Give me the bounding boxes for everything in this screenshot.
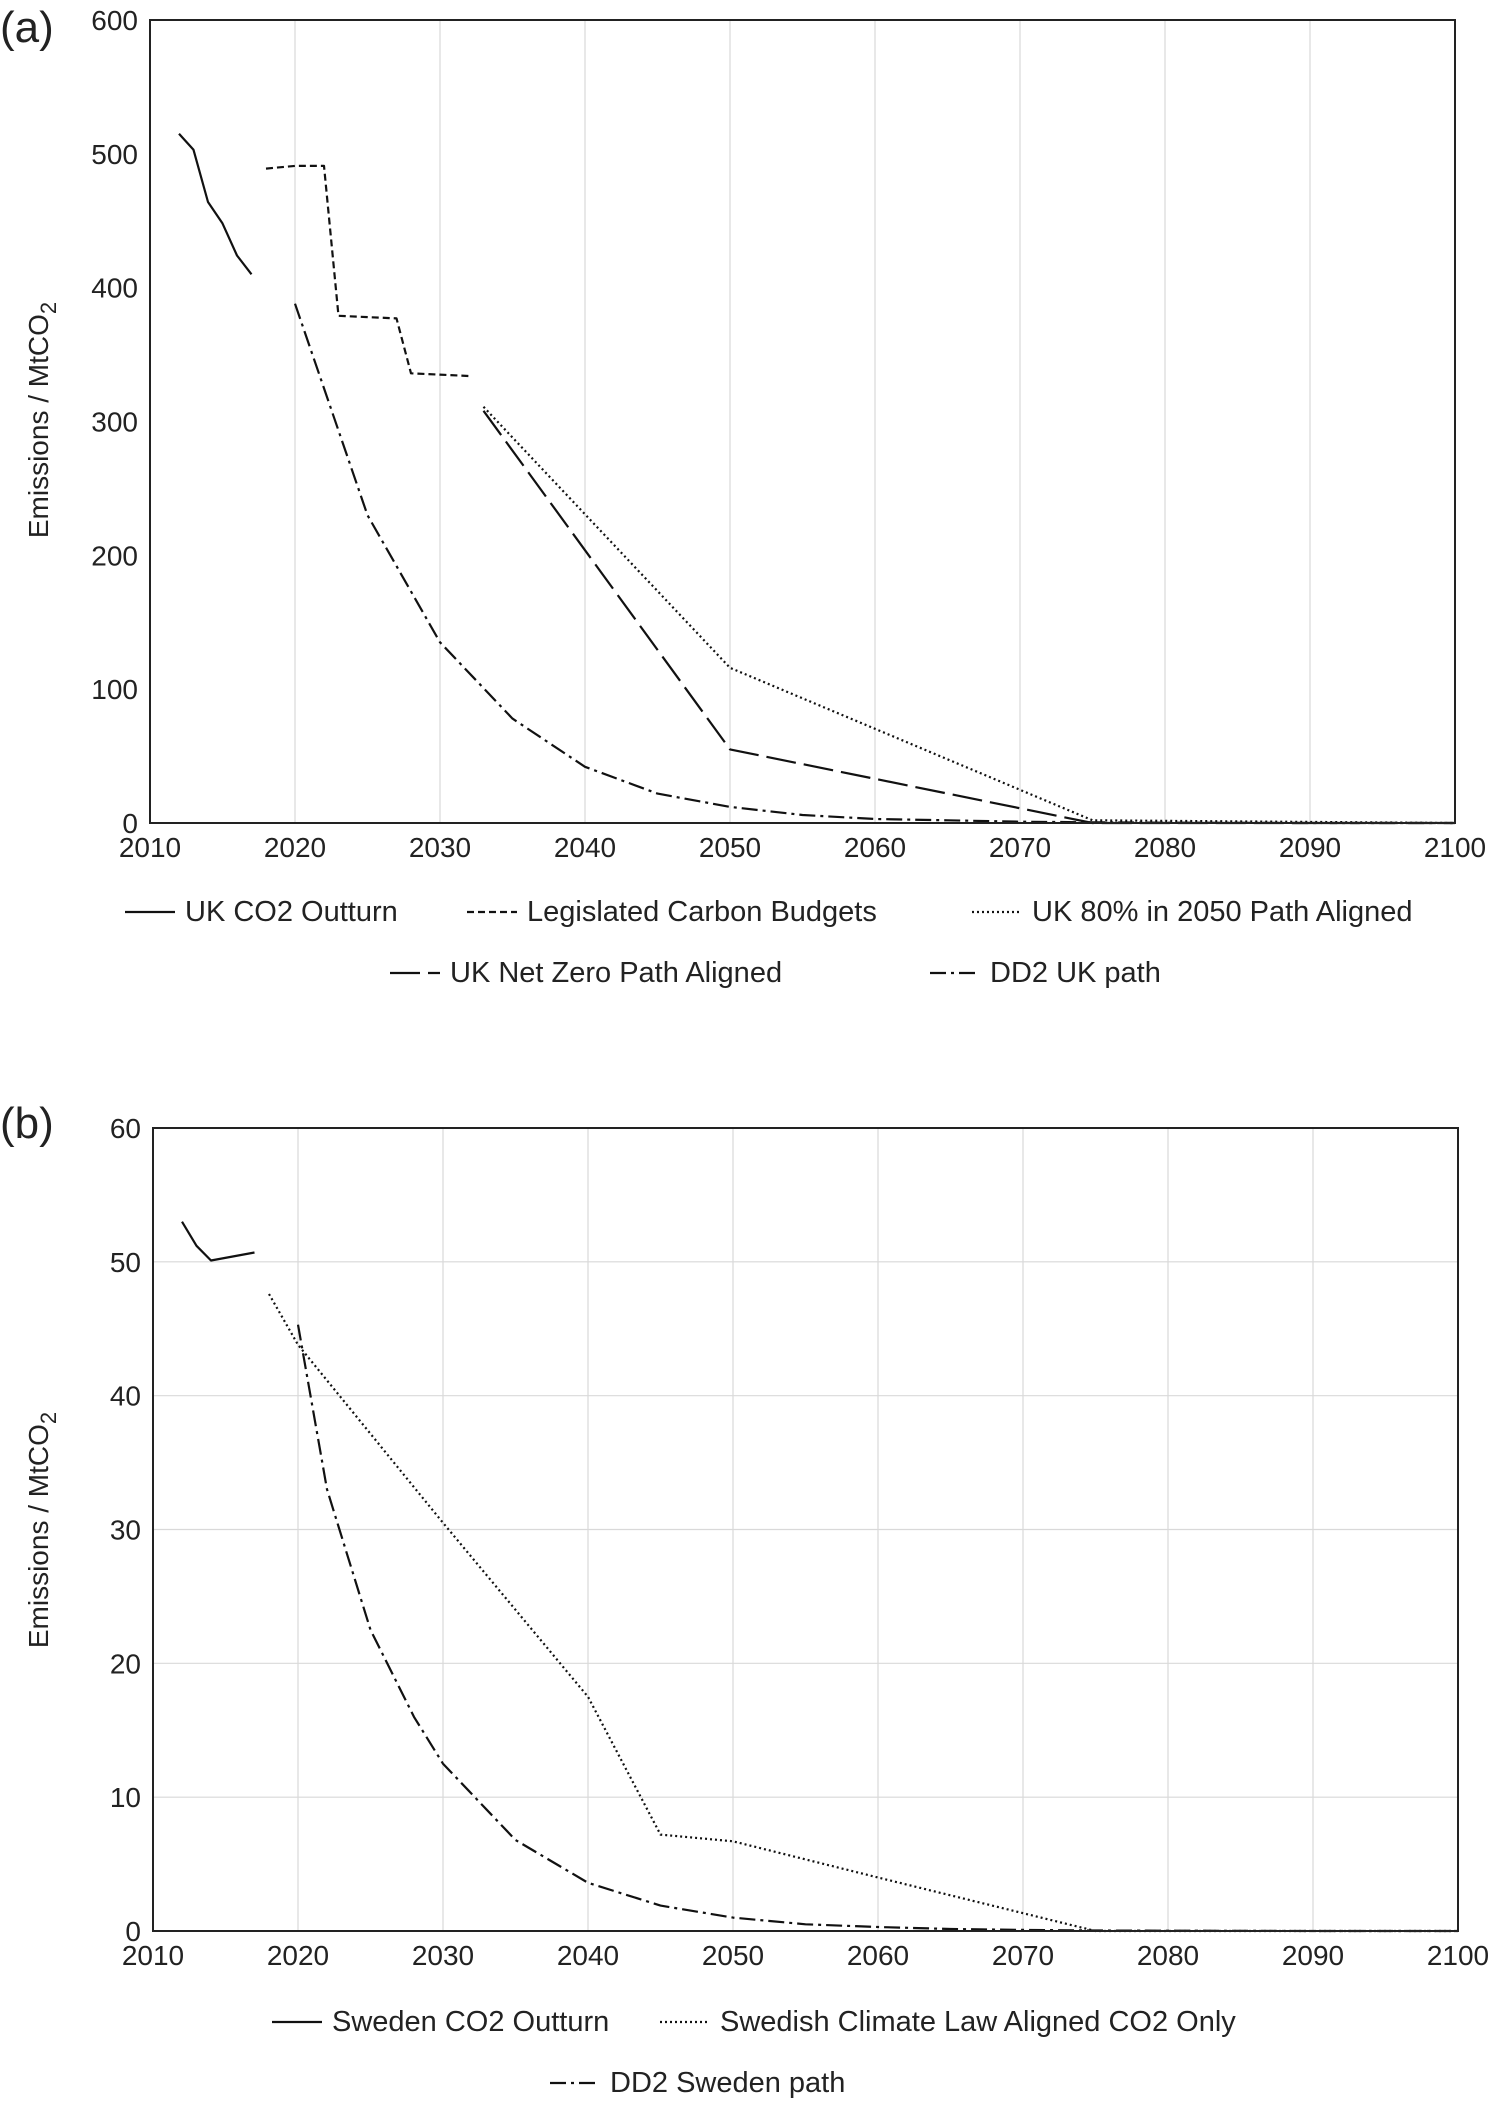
plot-frame-b: [152, 1127, 1459, 1932]
y-axis-label-a: Emissions / MtCO2: [23, 302, 61, 538]
legend-label: Swedish Climate Law Aligned CO2 Only: [720, 2006, 1236, 2038]
legend-item-dd2-uk-path: DD2 UK path: [930, 957, 1161, 989]
x-tick-label: 2020: [264, 832, 326, 863]
y-tick-label: 0: [125, 1916, 141, 1947]
x-tick-labels-a: 2010 2020 2030 2040 2050 2060 2070 2080 2090 2100: [119, 832, 1486, 863]
legend-item-dd2-sweden-path: DD2 Sweden path: [550, 2067, 845, 2099]
x-tick-label: 2100: [1427, 1940, 1489, 1971]
x-tick-label: 2100: [1424, 832, 1486, 863]
legend-item-uk-net-zero-path-aligned: UK Net Zero Path Aligned: [390, 957, 782, 989]
y-axis-label-b: Emissions / MtCO2: [23, 1412, 61, 1648]
x-tick-label: 2070: [989, 832, 1051, 863]
legend-item-swedish-climate-law-aligned-co2-only: Swedish Climate Law Aligned CO2 Only: [660, 2006, 1236, 2038]
legend-b: Sweden CO2 Outturn Swedish Climate Law Al…: [272, 2006, 1236, 2099]
x-tick-label: 2010: [122, 1940, 184, 1971]
y-tick-labels-b: 0 10 20 30 40 50 60: [110, 1113, 141, 1947]
x-tick-label: 2050: [699, 832, 761, 863]
y-tick-labels-a: 0 100 200 300 400 500 600: [91, 5, 138, 839]
legend-label: UK Net Zero Path Aligned: [450, 957, 782, 989]
y-axis-label-a-sub: 2: [36, 302, 61, 314]
y-tick-label: 40: [110, 1381, 141, 1412]
legend-label: Legislated Carbon Budgets: [527, 896, 877, 928]
series-line-uk-net-zero-path-aligned: [482, 410, 1455, 825]
x-tick-label: 2090: [1282, 1940, 1344, 1971]
series-line-legislated-carbon-budgets: [265, 164, 470, 378]
legend-label: Sweden CO2 Outturn: [332, 2006, 609, 2038]
y-axis-label-b-main: Emissions / MtCO: [23, 1424, 54, 1648]
x-tick-label: 2060: [844, 832, 906, 863]
y-tick-label: 20: [110, 1648, 141, 1679]
y-axis-label-b-sub: 2: [36, 1412, 61, 1424]
x-tick-label: 2030: [412, 1940, 474, 1971]
legend-label: UK CO2 Outturn: [185, 896, 398, 928]
series-group-a: [178, 133, 1456, 825]
legend-label: DD2 UK path: [990, 957, 1161, 989]
series-line-sweden-co2-outturn: [181, 1221, 255, 1262]
x-tick-label: 2050: [702, 1940, 764, 1971]
series-line-uk-80-in-2050-path-aligned: [482, 406, 1456, 825]
series-group-b: [181, 1221, 1458, 1933]
x-tick-label: 2090: [1279, 832, 1341, 863]
series-line-swedish-climate-law-aligned-co2-only: [268, 1293, 1458, 1933]
legend-label: DD2 Sweden path: [610, 2067, 845, 2099]
x-tick-label: 2080: [1137, 1940, 1199, 1971]
chart-panel-a: (a) 2010 2020 2030 2040 2050 2060 2070 2080 2090…: [0, 3, 1486, 989]
chart-panel-b: (b) 2010 2020 2030 2040 2050 2060 2070 2080 2090…: [0, 1099, 1489, 2099]
y-tick-label: 300: [91, 407, 138, 438]
x-tick-label: 2070: [992, 1940, 1054, 1971]
panel-label-b: (b): [0, 1099, 54, 1148]
series-line-uk-co2-outturn: [178, 133, 253, 275]
x-tick-label: 2060: [847, 1940, 909, 1971]
y-tick-label: 10: [110, 1782, 141, 1813]
y-tick-label: 500: [91, 139, 138, 170]
x-tick-label: 2010: [119, 832, 181, 863]
legend-item-sweden-co2-outturn: Sweden CO2 Outturn: [272, 2006, 609, 2038]
x-tick-label: 2080: [1134, 832, 1196, 863]
grid-b: [153, 1128, 1458, 1931]
x-tick-labels-b: 2010 2020 2030 2040 2050 2060 2070 2080 2090 2100: [122, 1940, 1489, 1971]
grid-a: [294, 20, 1311, 823]
legend-a: UK CO2 Outturn Legislated Carbon Budgets U…: [125, 896, 1413, 989]
legend-item-uk-80-in-2050-path-aligned: UK 80% in 2050 Path Aligned: [972, 896, 1413, 928]
y-tick-label: 100: [91, 674, 138, 705]
y-tick-label: 50: [110, 1247, 141, 1278]
legend-label: UK 80% in 2050 Path Aligned: [1032, 896, 1413, 928]
y-tick-label: 30: [110, 1515, 141, 1546]
x-tick-label: 2040: [557, 1940, 619, 1971]
y-tick-label: 200: [91, 540, 138, 571]
x-tick-label: 2040: [554, 832, 616, 863]
y-tick-label: 0: [122, 808, 138, 839]
y-tick-label: 60: [110, 1113, 141, 1144]
legend-item-legislated-carbon-budgets: Legislated Carbon Budgets: [467, 896, 877, 928]
x-tick-label: 2030: [409, 832, 471, 863]
legend-item-uk-co2-outturn: UK CO2 Outturn: [125, 896, 398, 928]
y-tick-label: 400: [91, 273, 138, 304]
plot-frame-a: [149, 19, 1456, 824]
y-tick-label: 600: [91, 5, 138, 36]
x-tick-label: 2020: [267, 1940, 329, 1971]
y-axis-label-a-main: Emissions / MtCO: [23, 314, 54, 538]
panel-label-a: (a): [0, 3, 54, 52]
